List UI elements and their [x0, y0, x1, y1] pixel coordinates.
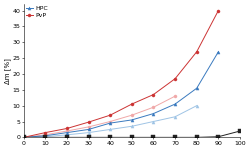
HPC [44, 135, 47, 137]
HPC [174, 103, 176, 105]
HPC [109, 122, 112, 124]
HPC [130, 119, 133, 121]
PvP [44, 132, 47, 134]
Line: HPC: HPC [22, 50, 220, 139]
PvP [66, 128, 68, 129]
PvP [109, 114, 112, 116]
Y-axis label: Δm [%]: Δm [%] [4, 58, 11, 84]
HPC [217, 51, 220, 53]
PvP [217, 10, 220, 11]
HPC [66, 132, 68, 134]
PvP [87, 121, 90, 123]
HPC [87, 129, 90, 130]
Legend: HPC, PvP: HPC, PvP [25, 5, 48, 18]
HPC [152, 113, 155, 114]
PvP [22, 136, 25, 138]
PvP [195, 51, 198, 53]
PvP [152, 94, 155, 95]
HPC [195, 87, 198, 89]
PvP [130, 103, 133, 105]
HPC [22, 136, 25, 138]
PvP [174, 78, 176, 80]
Line: PvP: PvP [22, 9, 220, 139]
